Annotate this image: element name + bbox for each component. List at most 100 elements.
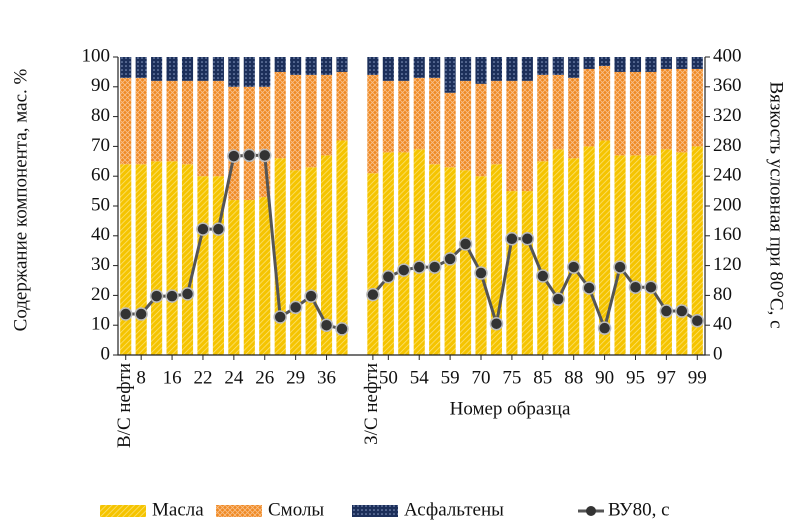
bar-segment bbox=[537, 57, 549, 75]
line-marker bbox=[319, 318, 334, 332]
x-tick-label: 88 bbox=[564, 367, 583, 388]
line-marker bbox=[628, 280, 643, 294]
bar-segment bbox=[676, 57, 688, 69]
bar-segment bbox=[552, 74, 564, 150]
y2-tick-label: 160 bbox=[713, 224, 742, 245]
bar-segment bbox=[382, 57, 394, 81]
bar-segment bbox=[429, 77, 441, 165]
bar-segment bbox=[305, 167, 317, 355]
bar-segment bbox=[151, 80, 163, 162]
bar-segment bbox=[490, 57, 503, 81]
line-marker bbox=[474, 266, 488, 280]
bar-segment bbox=[151, 161, 163, 355]
bar-segment bbox=[537, 74, 549, 162]
line-marker bbox=[458, 237, 473, 251]
y2-tick-label: 0 bbox=[713, 343, 723, 364]
bar-segment bbox=[382, 80, 394, 153]
x-tick-label: 90 bbox=[595, 367, 614, 388]
line-marker bbox=[536, 269, 550, 283]
line-marker bbox=[690, 313, 705, 328]
bar-segment bbox=[413, 77, 425, 150]
x-tick-label: В/С нефти bbox=[114, 363, 135, 448]
bar-segment bbox=[274, 158, 286, 355]
x-tick-label: 50 bbox=[379, 367, 398, 388]
bar-segment bbox=[537, 161, 549, 355]
bar-segment bbox=[274, 57, 286, 72]
y-tick-label: 20 bbox=[91, 284, 110, 305]
bar-segment bbox=[197, 57, 209, 81]
bar-segment bbox=[676, 152, 688, 355]
line-marker bbox=[613, 260, 627, 274]
bar-segment bbox=[460, 57, 472, 81]
bar-segment bbox=[629, 71, 642, 156]
bar-segment bbox=[691, 57, 703, 69]
bar-segment bbox=[444, 92, 456, 168]
legend-marker bbox=[586, 506, 596, 516]
bar-segment bbox=[320, 74, 333, 156]
bar-segment bbox=[228, 86, 240, 201]
legend-label: Асфальтены bbox=[404, 499, 504, 520]
bar-segment bbox=[290, 57, 302, 75]
y-tick-label: 30 bbox=[91, 254, 110, 275]
line-marker bbox=[505, 232, 519, 246]
x-tick-label: 95 bbox=[626, 367, 645, 388]
y2-tick-label: 360 bbox=[713, 75, 742, 96]
bar-segment bbox=[305, 74, 317, 168]
bar-segment bbox=[568, 77, 580, 159]
x-axis-label: Номер образца bbox=[450, 398, 571, 419]
y2-tick-label: 80 bbox=[713, 284, 732, 305]
y-tick-label: 90 bbox=[91, 75, 110, 96]
x-tick-label: 54 bbox=[410, 367, 430, 388]
bar-segment bbox=[398, 57, 410, 81]
x-tick-label: 59 bbox=[441, 367, 460, 388]
bar-segment bbox=[521, 57, 533, 81]
bar-segment bbox=[120, 57, 132, 78]
bar-segment bbox=[243, 57, 255, 87]
y2-tick-label: 240 bbox=[713, 165, 742, 186]
line-marker bbox=[489, 316, 504, 331]
bar-segment bbox=[506, 191, 518, 355]
bar-segment bbox=[645, 57, 657, 72]
bar-segment bbox=[629, 155, 642, 355]
y-tick-label: 80 bbox=[91, 105, 110, 126]
bar-segment bbox=[521, 191, 533, 355]
bar-segment bbox=[212, 57, 224, 81]
bar-segment bbox=[228, 57, 240, 87]
line-marker bbox=[644, 280, 658, 294]
bar-segment bbox=[336, 57, 348, 72]
legend-label: Смолы bbox=[268, 499, 324, 520]
axis-frame bbox=[117, 57, 706, 356]
y2-tick-label: 280 bbox=[713, 135, 742, 156]
bar-segment bbox=[166, 161, 178, 355]
x-tick-label: 8 bbox=[136, 367, 146, 388]
bar-segment bbox=[444, 57, 456, 93]
bar-segment bbox=[398, 152, 410, 355]
bar-segment bbox=[583, 68, 595, 147]
bar-segment bbox=[599, 65, 611, 141]
line-marker bbox=[227, 149, 241, 163]
x-tick-label: 24 bbox=[224, 367, 244, 388]
bar-segment bbox=[599, 57, 611, 66]
line-marker bbox=[273, 310, 287, 324]
x-tick-label: 22 bbox=[193, 367, 212, 388]
line-marker bbox=[180, 287, 195, 301]
bar-segment bbox=[660, 149, 672, 355]
line-marker bbox=[288, 300, 303, 315]
bar-segment bbox=[475, 176, 487, 355]
line-marker bbox=[134, 307, 148, 321]
line-marker bbox=[443, 252, 457, 266]
bar-segment bbox=[660, 68, 672, 150]
x-tick-label: 29 bbox=[286, 367, 305, 388]
bar-segment bbox=[614, 57, 626, 72]
bar-segment bbox=[290, 74, 302, 171]
bar-segment bbox=[320, 57, 333, 75]
x-tick-label: 26 bbox=[255, 367, 274, 388]
bar-segment bbox=[413, 149, 425, 355]
bar-segment bbox=[506, 57, 518, 81]
legend-label: ВУ80, с bbox=[608, 499, 670, 520]
bar-segment bbox=[552, 57, 564, 75]
line-marker bbox=[659, 304, 674, 318]
line-marker bbox=[582, 281, 596, 295]
line-marker bbox=[566, 260, 581, 274]
